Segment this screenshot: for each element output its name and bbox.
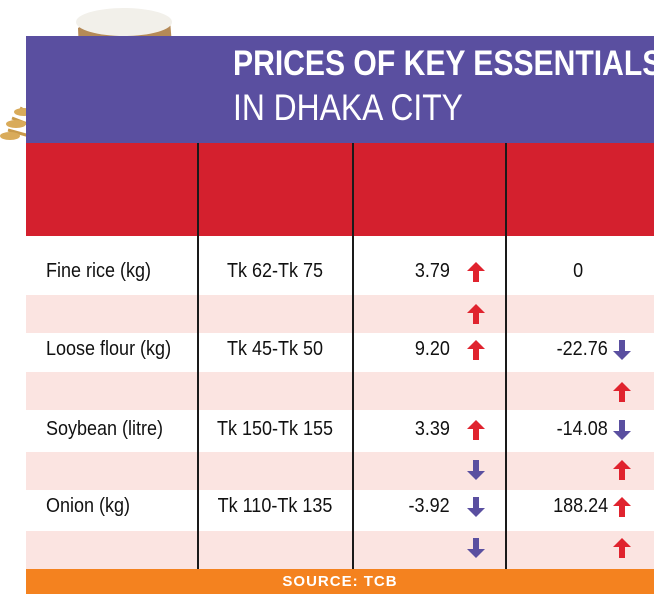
row-change-1: 9.20 [414, 338, 450, 360]
table-header-band [26, 143, 654, 236]
row-band [26, 372, 654, 410]
down-arrow-icon [467, 538, 485, 558]
down-arrow-icon [467, 460, 485, 480]
up-arrow-icon [467, 340, 485, 360]
title-band [26, 36, 654, 143]
up-arrow-icon [467, 304, 485, 324]
down-arrow-icon [613, 340, 631, 360]
row-change-1: 3.79 [414, 260, 450, 282]
up-arrow-icon [613, 497, 631, 517]
row-price-range: Tk 150-Tk 155 [216, 418, 334, 440]
down-arrow-icon [467, 497, 485, 517]
column-divider [505, 143, 507, 570]
column-divider [197, 143, 199, 570]
row-change-2: 188.24 [552, 495, 608, 517]
row-item-label: Loose flour (kg) [46, 338, 172, 360]
row-band [26, 295, 654, 333]
up-arrow-icon [467, 420, 485, 440]
row-item-label: Onion (kg) [46, 495, 131, 517]
row-item-label: Fine rice (kg) [46, 260, 152, 282]
row-price-range: Tk 45-Tk 50 [226, 338, 324, 360]
row-price-range: Tk 110-Tk 135 [217, 495, 333, 517]
row-change-2: 0 [573, 260, 584, 282]
up-arrow-icon [613, 538, 631, 558]
row-change-2: -22.76 [556, 338, 608, 360]
row-band [26, 452, 654, 490]
down-arrow-icon [613, 420, 631, 440]
row-item-label: Soybean (litre) [46, 418, 164, 440]
row-band [26, 531, 654, 569]
row-change-2: -14.08 [556, 418, 608, 440]
up-arrow-icon [613, 460, 631, 480]
source-note: SOURCE: TCB [26, 569, 654, 594]
row-change-1: -3.92 [408, 495, 450, 517]
row-price-range: Tk 62-Tk 75 [226, 260, 324, 282]
chart-subtitle: IN DHAKA CITY [233, 87, 463, 128]
chart-title: PRICES OF KEY ESSENTIALS [233, 44, 654, 83]
up-arrow-icon [613, 382, 631, 402]
column-divider [352, 143, 354, 570]
up-arrow-icon [467, 262, 485, 282]
row-change-1: 3.39 [414, 418, 450, 440]
